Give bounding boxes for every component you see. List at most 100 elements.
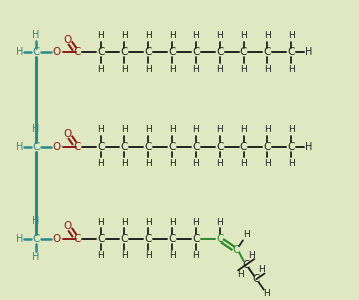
Text: C: C (168, 234, 176, 244)
Text: H: H (97, 125, 104, 134)
Text: H: H (216, 159, 223, 168)
Text: C: C (97, 47, 104, 57)
Text: C: C (240, 142, 247, 152)
Text: C: C (97, 234, 104, 244)
Text: O: O (53, 142, 61, 152)
Text: C: C (73, 47, 80, 57)
Text: H: H (97, 159, 104, 168)
Text: H: H (32, 252, 40, 262)
Text: H: H (121, 251, 128, 260)
Text: C: C (121, 234, 128, 244)
Text: C: C (288, 142, 295, 152)
Text: H: H (15, 234, 23, 244)
Text: H: H (240, 64, 247, 74)
Text: H: H (264, 31, 271, 40)
Text: H: H (169, 125, 176, 134)
Text: H: H (145, 125, 151, 134)
Text: H: H (288, 159, 294, 168)
Text: H: H (145, 31, 151, 40)
Text: H: H (145, 218, 151, 227)
Text: H: H (264, 159, 271, 168)
Text: H: H (192, 125, 199, 134)
Text: H: H (32, 216, 40, 226)
Text: H: H (32, 30, 40, 40)
Text: H: H (243, 230, 250, 239)
Text: H: H (305, 142, 313, 152)
Text: H: H (216, 125, 223, 134)
Text: H: H (192, 218, 199, 227)
Text: O: O (64, 221, 72, 231)
Text: H: H (121, 31, 128, 40)
Text: H: H (97, 251, 104, 260)
Text: O: O (64, 129, 72, 139)
Text: C: C (73, 234, 80, 244)
Text: O: O (53, 234, 61, 244)
Text: H: H (169, 64, 176, 74)
Text: C: C (192, 142, 200, 152)
Text: C: C (264, 142, 271, 152)
Text: H: H (145, 64, 151, 74)
Text: C: C (121, 47, 128, 57)
Text: H: H (216, 218, 223, 227)
Text: H: H (32, 124, 40, 134)
Text: C: C (97, 142, 104, 152)
Text: H: H (97, 64, 104, 74)
Text: C: C (240, 47, 247, 57)
Text: H: H (169, 218, 176, 227)
Text: O: O (64, 35, 72, 45)
Text: C: C (168, 142, 176, 152)
Text: C: C (121, 142, 128, 152)
Text: C: C (242, 260, 250, 270)
Text: H: H (240, 125, 247, 134)
Text: C: C (192, 234, 200, 244)
Text: C: C (32, 142, 40, 152)
Text: C: C (145, 142, 152, 152)
Text: H: H (97, 218, 104, 227)
Text: C: C (232, 245, 239, 255)
Text: H: H (121, 218, 128, 227)
Text: C: C (216, 234, 223, 244)
Text: O: O (53, 47, 61, 57)
Text: H: H (192, 251, 199, 260)
Text: H: H (15, 142, 23, 152)
Text: H: H (121, 159, 128, 168)
Text: H: H (145, 159, 151, 168)
Text: C: C (192, 47, 200, 57)
Text: C: C (32, 234, 40, 244)
Text: C: C (288, 47, 295, 57)
Text: H: H (288, 64, 294, 74)
Text: C: C (216, 142, 223, 152)
Text: C: C (216, 47, 223, 57)
Text: H: H (258, 265, 265, 274)
Text: H: H (169, 251, 176, 260)
Text: H: H (264, 64, 271, 74)
Text: H: H (264, 125, 271, 134)
Text: H: H (216, 64, 223, 74)
Text: H: H (169, 31, 176, 40)
Text: H: H (97, 31, 104, 40)
Text: H: H (15, 47, 23, 57)
Text: C: C (145, 234, 152, 244)
Text: H: H (145, 251, 151, 260)
Text: C: C (264, 47, 271, 57)
Text: H: H (263, 289, 270, 298)
Text: H: H (216, 31, 223, 40)
Text: H: H (248, 250, 255, 260)
Text: H: H (240, 31, 247, 40)
Text: H: H (238, 270, 244, 279)
Text: H: H (288, 31, 294, 40)
Text: H: H (121, 125, 128, 134)
Text: C: C (32, 47, 40, 57)
Text: H: H (192, 31, 199, 40)
Text: H: H (121, 64, 128, 74)
Text: H: H (288, 125, 294, 134)
Text: C: C (145, 47, 152, 57)
Text: H: H (169, 159, 176, 168)
Text: C: C (253, 274, 260, 284)
Text: H: H (192, 64, 199, 74)
Text: H: H (192, 159, 199, 168)
Text: H: H (305, 47, 313, 57)
Text: C: C (168, 47, 176, 57)
Text: C: C (73, 142, 80, 152)
Text: H: H (240, 159, 247, 168)
